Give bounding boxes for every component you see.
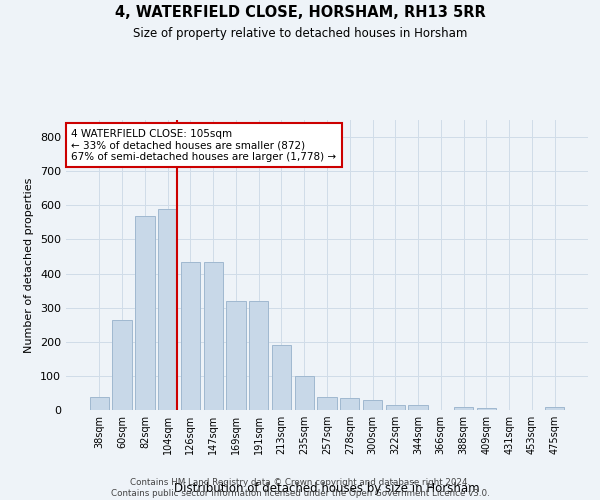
Bar: [90, 397, 109, 410]
Text: 4, WATERFIELD CLOSE, HORSHAM, RH13 5RR: 4, WATERFIELD CLOSE, HORSHAM, RH13 5RR: [115, 5, 485, 20]
Bar: [409, 405, 428, 410]
Bar: [135, 216, 155, 410]
Y-axis label: Number of detached properties: Number of detached properties: [25, 178, 34, 352]
Bar: [158, 208, 178, 410]
Bar: [454, 408, 473, 410]
Text: Distribution of detached houses by size in Horsham: Distribution of detached houses by size …: [174, 482, 480, 495]
Bar: [340, 398, 359, 410]
Bar: [249, 301, 268, 410]
Bar: [272, 345, 291, 410]
Bar: [363, 400, 382, 410]
Bar: [181, 262, 200, 410]
Bar: [317, 397, 337, 410]
Text: Contains HM Land Registry data © Crown copyright and database right 2024.
Contai: Contains HM Land Registry data © Crown c…: [110, 478, 490, 498]
Text: 4 WATERFIELD CLOSE: 105sqm
← 33% of detached houses are smaller (872)
67% of sem: 4 WATERFIELD CLOSE: 105sqm ← 33% of deta…: [71, 128, 337, 162]
Bar: [203, 262, 223, 410]
Bar: [476, 408, 496, 410]
Text: Size of property relative to detached houses in Horsham: Size of property relative to detached ho…: [133, 28, 467, 40]
Bar: [545, 406, 564, 410]
Bar: [386, 405, 405, 410]
Bar: [112, 320, 132, 410]
Bar: [295, 376, 314, 410]
Bar: [226, 301, 245, 410]
